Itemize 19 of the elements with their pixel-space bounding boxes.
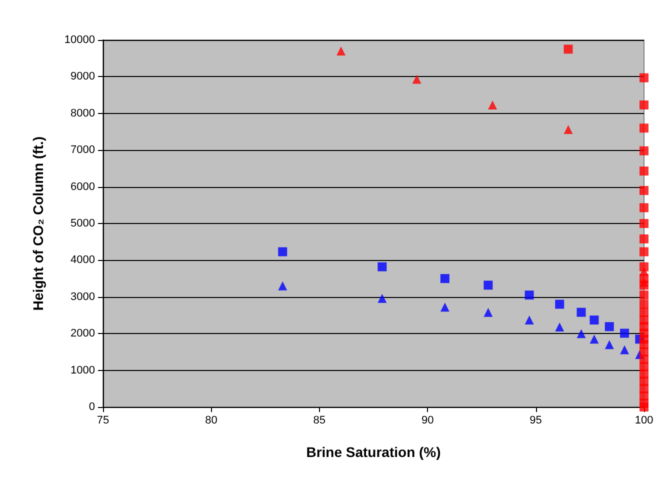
x-tick-label: 80 (205, 414, 218, 426)
x-tick-label: 100 (634, 414, 654, 426)
y-tick-label: 5000 (70, 218, 95, 230)
y-tick-label: 2000 (70, 328, 95, 340)
y-tick-label: 6000 (70, 180, 95, 193)
y-tick-label: 3000 (70, 290, 95, 303)
y-tick-label: 0 (88, 401, 95, 413)
x-tick-label: 75 (96, 414, 110, 426)
y-tick-label: 7000 (70, 144, 95, 156)
x-tick-label: 95 (530, 414, 542, 426)
y-tick-label: 10000 (64, 34, 95, 46)
x-tick-label: 90 (421, 414, 434, 426)
x-tick-label: 85 (313, 414, 326, 426)
y-tick-label: 4000 (70, 254, 95, 266)
y-tick-label: 9000 (70, 70, 95, 83)
y-tick-label: 8000 (70, 107, 95, 120)
y-axis-title: Height of CO₂ Column (ft.) (30, 136, 46, 311)
x-axis-title: Brine Saturation (%) (306, 444, 441, 460)
y-tick-label: 1000 (70, 364, 95, 376)
